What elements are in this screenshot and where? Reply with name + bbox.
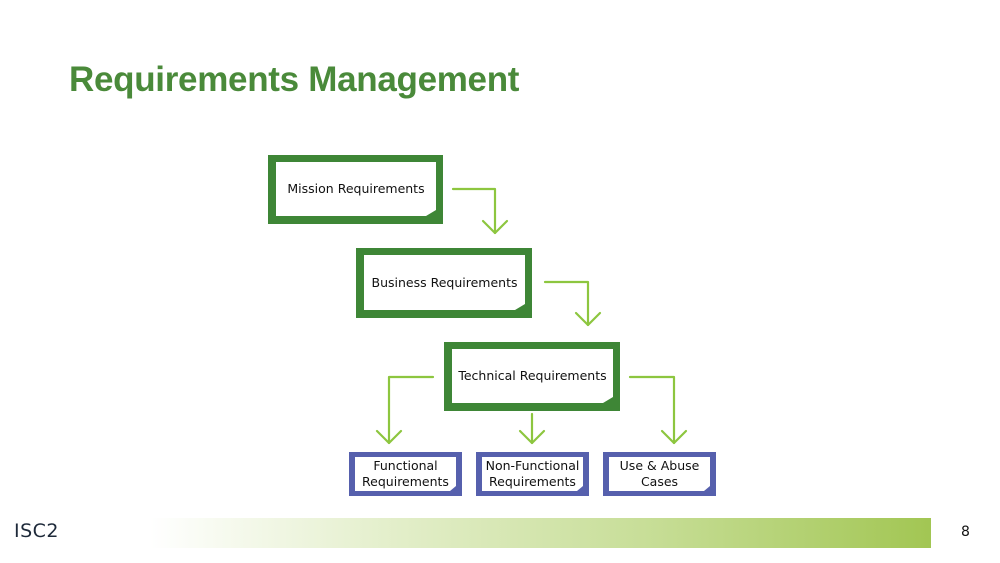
arrow-technical-to-functional bbox=[375, 375, 435, 445]
use-abuse-box bbox=[603, 452, 716, 496]
isc2-logo: ISC2 bbox=[14, 520, 60, 542]
functional-box bbox=[349, 452, 462, 496]
use-abuse-cases-label: Use & Abuse Cases bbox=[619, 458, 700, 489]
arrow-mission-to-business bbox=[451, 187, 509, 235]
slide-title: Requirements Management bbox=[69, 60, 520, 99]
non-functional-box bbox=[476, 452, 589, 496]
arrow-technical-to-non-functional bbox=[518, 412, 546, 445]
non-functional-requirements-label: Non-Functional Requirements bbox=[485, 458, 580, 489]
page-number: 8 bbox=[961, 524, 970, 540]
technical-requirements-label: Technical Requirements bbox=[458, 368, 607, 383]
business-box bbox=[356, 248, 532, 318]
arrow-business-to-technical bbox=[543, 280, 602, 327]
technical-box bbox=[444, 342, 620, 411]
mission-box bbox=[268, 155, 443, 224]
arrow-technical-to-use-abuse bbox=[628, 375, 688, 445]
functional-requirements-label: Functional Requirements bbox=[362, 458, 449, 489]
footer-gradient-bar bbox=[150, 518, 931, 548]
business-requirements-label: Business Requirements bbox=[371, 274, 518, 290]
mission-requirements-label: Mission Requirements bbox=[287, 181, 425, 196]
